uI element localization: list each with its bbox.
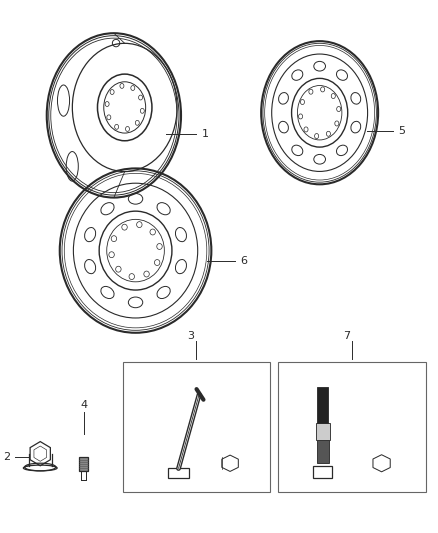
Bar: [123, 362, 270, 492]
Text: 1: 1: [201, 129, 208, 139]
Bar: [317, 386, 328, 423]
Bar: [313, 466, 332, 478]
Text: 4: 4: [80, 400, 87, 410]
Bar: [168, 469, 189, 478]
Bar: [279, 362, 426, 492]
Bar: [316, 423, 330, 440]
Text: 5: 5: [399, 126, 406, 136]
Text: 7: 7: [343, 331, 350, 341]
Bar: [317, 440, 329, 463]
Bar: [79, 457, 88, 471]
Text: 3: 3: [187, 331, 194, 341]
Text: 6: 6: [240, 256, 247, 266]
Text: 2: 2: [3, 453, 10, 463]
